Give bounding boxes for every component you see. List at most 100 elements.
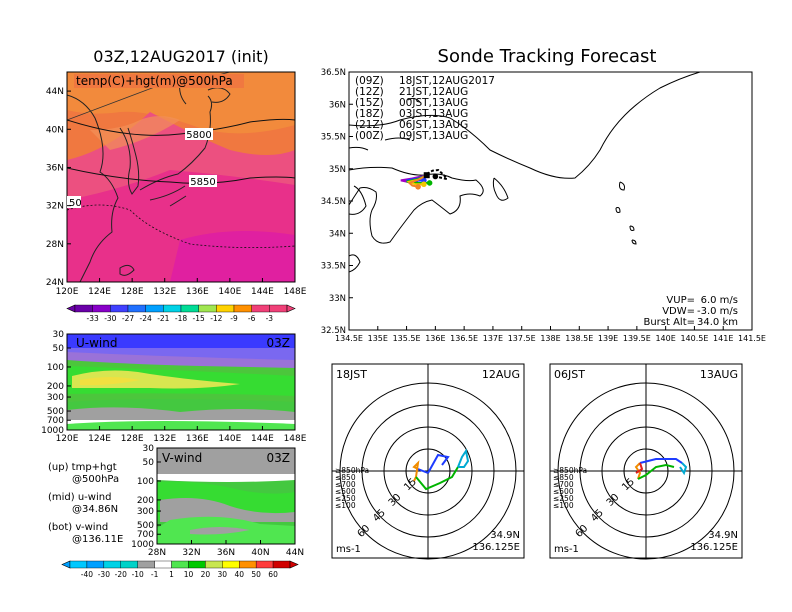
- u-wind-ytick-label: 200: [47, 382, 64, 392]
- temp-bar-swatch: [216, 304, 235, 313]
- v-wind-ytick-label: 50: [143, 458, 155, 468]
- wind-bar-label: 40: [234, 570, 244, 579]
- wind-bar-swatch: [86, 560, 105, 569]
- v-wind-ytick-label: 30: [143, 444, 155, 454]
- v-wind-xtick-label: 40N: [251, 548, 269, 558]
- track-ytick-label: 32.5N: [321, 326, 346, 336]
- hodograph-right-label: 13AUG: [700, 368, 738, 381]
- temp-bar-label: -30: [104, 314, 116, 323]
- u-wind-ytick-label: 100: [47, 363, 64, 373]
- wind-bar-label: 20: [201, 570, 211, 579]
- track-xtick-label: 135.5E: [393, 334, 421, 343]
- hodograph-trace: [427, 453, 450, 474]
- track-xtick-label: 137E: [483, 334, 503, 343]
- temp-bar-swatch: [269, 304, 288, 313]
- wind-bar-right-arrow: [289, 560, 299, 569]
- sonde-tracks: [400, 168, 450, 190]
- hodograph-trace: [417, 468, 429, 474]
- legend-code: (18Z): [355, 108, 384, 120]
- track-xtick-label: 136E: [425, 334, 445, 343]
- map-ticks: 120E 124E 128E 132E 136E 140E 144E 148E 44N 40N 36…: [46, 87, 307, 297]
- v-wind-ytick-label: 1000: [131, 540, 154, 550]
- temp-bar-swatch: [180, 304, 199, 313]
- hodograph-lat: 34.9N: [708, 530, 738, 541]
- temp-bar-label: -6: [248, 314, 256, 323]
- temp-bar-left-arrow: [66, 304, 76, 313]
- v-wind-panel: V-wind 03Z: [156, 447, 296, 545]
- note-line1: (up) tmp+hgt: [48, 462, 117, 473]
- hodograph-trace: [634, 462, 642, 480]
- track-xtick-label: 141.5E: [738, 334, 766, 343]
- track-ytick-label: 35N: [329, 165, 346, 175]
- hodograph-left-label: 18JST: [336, 368, 367, 381]
- temp-bar-label: -12: [210, 314, 222, 323]
- wind-bar-label: 60: [268, 570, 278, 579]
- track-xtick-label: 140E: [655, 334, 675, 343]
- hodograph-level-label: ≤700: [335, 480, 356, 489]
- map-ytick-label: 28N: [46, 240, 64, 250]
- track-xtick-label: 137.5E: [508, 334, 536, 343]
- hodograph-level-label: ≥850hPa: [335, 466, 369, 475]
- map-ytick-label: 32N: [46, 202, 64, 212]
- temp-bar-swatch: [251, 304, 270, 313]
- legend-code: (00Z): [355, 130, 384, 142]
- temp-bar-swatch: [163, 304, 182, 313]
- temp-bar-label: -15: [193, 314, 205, 323]
- hodograph-level-label: ≤500: [335, 487, 356, 496]
- temp-bar-swatch: [145, 304, 164, 313]
- hodograph-level-label: ≤700: [553, 480, 574, 489]
- hodograph-trace: [635, 462, 644, 474]
- u-wind-ytick-label: 1000: [41, 426, 64, 436]
- wind-bar-label: 50: [251, 570, 261, 579]
- u-wind-panel: U-wind 03Z: [66, 333, 296, 431]
- param-label: VUP=: [666, 295, 695, 306]
- param-value: 6.0 m/s: [701, 295, 738, 306]
- wind-bar-label: 30: [218, 570, 228, 579]
- param-label: Burst Alt=: [643, 317, 695, 328]
- wind-bar-label: -10: [132, 570, 144, 579]
- track-end-point: [426, 180, 433, 186]
- v-wind-ytick-label: 300: [137, 507, 154, 517]
- temp-bar-right-arrow: [286, 304, 296, 313]
- tracking-map-ticks: 134.5E 135E 135.5E 136E 136.5E 137E 137.5E 138E…: [321, 68, 766, 343]
- track-ytick-label: 34N: [329, 229, 346, 239]
- hodograph-trace: [639, 458, 683, 464]
- hodograph-left-label: 06JST: [554, 368, 585, 381]
- hodograph-level-label: ≤250: [335, 494, 356, 503]
- param-value: 34.0 km: [697, 317, 738, 328]
- tracking-map: (09Z) 18JST,12AUG2017 (12Z) 21JST,12AUG (15Z…: [348, 71, 753, 331]
- hodograph-level-label: ≤850: [335, 473, 356, 482]
- temp-bar-label: -24: [140, 314, 152, 323]
- panel-notes: (up) tmp+hgt@500hPa (mid) u-wind@34.86N (b…: [48, 462, 123, 545]
- u-wind-xtick-label: 120E: [56, 434, 79, 444]
- track-ytick-label: 33N: [329, 294, 346, 304]
- temp-bar-swatch: [233, 304, 252, 313]
- wind-bar-swatch: [154, 560, 172, 569]
- hodograph-unit: ms-1: [554, 544, 579, 555]
- u-wind-xtick-label: 128E: [121, 434, 144, 444]
- legend-code: (15Z): [355, 97, 384, 109]
- v-wind-xtick-label: 28N: [148, 548, 166, 558]
- hodograph-lat: 34.9N: [490, 530, 520, 541]
- note-line1: (bot) v-wind: [48, 522, 108, 533]
- u-wind-xtick-label: 140E: [218, 434, 241, 444]
- v-wind-ytick-label: 700: [137, 530, 154, 540]
- map-xtick-label: 128E: [121, 287, 144, 297]
- map-ytick-label: 40N: [46, 125, 64, 135]
- wind-bar-swatch: [205, 560, 223, 569]
- temp-colorbar: -33 -30 -27 -24 -21 -18 -15 -12 -9 -6 -3: [66, 304, 296, 323]
- track-line: [426, 168, 450, 181]
- map-label: temp(C)+hgt(m)@500hPa: [76, 74, 233, 88]
- v-wind-ytick-label: 200: [137, 496, 154, 506]
- wind-bar-label: -30: [98, 570, 110, 579]
- note-line2: @500hPa: [72, 474, 119, 485]
- legend-code: (09Z): [355, 75, 384, 87]
- track-end-point: [421, 181, 427, 188]
- temp-height-map: temp(C)+hgt(m)@500hPa 5800 5850 50: [66, 71, 296, 283]
- u-wind-ytick-label: 300: [47, 393, 64, 403]
- v-wind-xtick-label: 44N: [286, 548, 304, 558]
- temp-bar-label: -18: [175, 314, 187, 323]
- map-xtick-label: 144E: [251, 287, 274, 297]
- temp-bar-label: -33: [87, 314, 99, 323]
